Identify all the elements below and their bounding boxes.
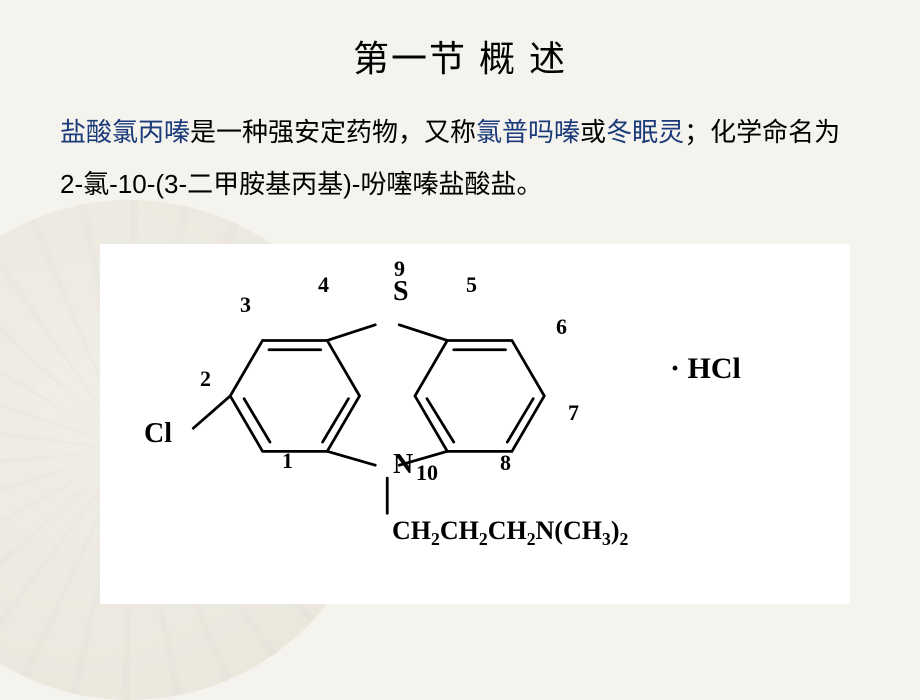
highlight-drug-name-3: 冬眠灵 bbox=[606, 117, 684, 147]
pos-10-label: 10 bbox=[416, 460, 438, 486]
pos-2-label: 2 bbox=[200, 366, 211, 392]
pos-7-label: 7 bbox=[568, 400, 579, 426]
pos-9-label: 9 bbox=[394, 256, 405, 282]
text-seg-4: 或 bbox=[580, 117, 606, 147]
salt-hcl-label: · HCl bbox=[670, 352, 741, 386]
text-seg-2: 是一种强安定药物，又称 bbox=[190, 117, 476, 147]
atom-n-label: N bbox=[393, 449, 413, 481]
highlight-drug-name-1: 盐酸氯丙嗪 bbox=[60, 117, 190, 147]
pos-4-label: 4 bbox=[318, 272, 329, 298]
sidechain-formula: CH2CH2CH2N(CH3)2 bbox=[392, 516, 628, 550]
pos-3-label: 3 bbox=[240, 292, 251, 318]
pos-8-label: 8 bbox=[500, 450, 511, 476]
pos-5-label: 5 bbox=[466, 272, 477, 298]
slide-content: 第一节 概 述 盐酸氯丙嗪是一种强安定药物，又称氯普吗嗪或冬眠灵；化学命名为2-… bbox=[0, 0, 920, 604]
atom-cl-label: Cl bbox=[144, 418, 172, 450]
section-title: 第一节 概 述 bbox=[60, 30, 860, 82]
chemical-structure-panel: S N Cl 9 4 3 2 1 10 5 6 7 8 CH2CH2CH2N(C… bbox=[100, 244, 850, 604]
pos-6-label: 6 bbox=[556, 314, 567, 340]
highlight-drug-name-2: 氯普吗嗪 bbox=[476, 117, 580, 147]
pos-1-label: 1 bbox=[282, 448, 293, 474]
body-paragraph: 盐酸氯丙嗪是一种强安定药物，又称氯普吗嗪或冬眠灵；化学命名为2-氯-10-(3-… bbox=[60, 106, 860, 210]
